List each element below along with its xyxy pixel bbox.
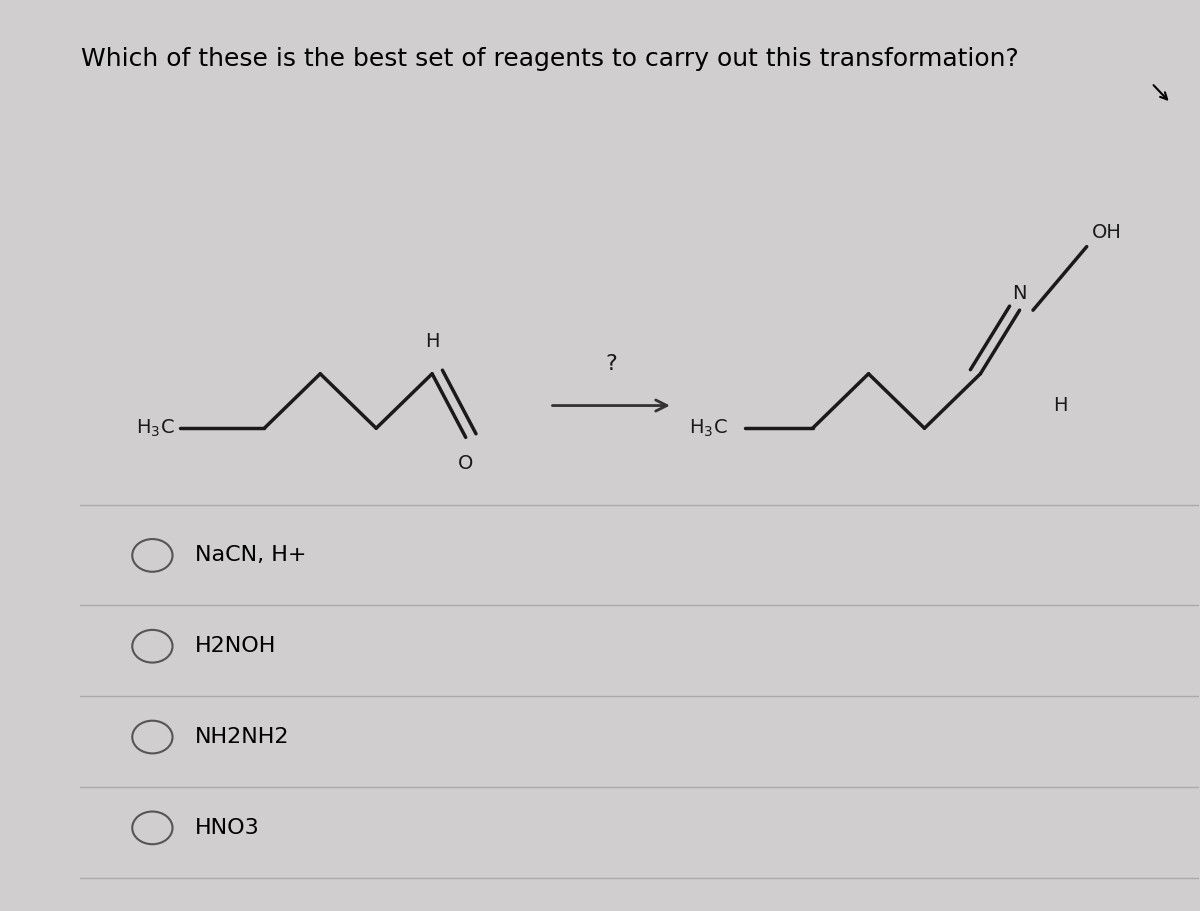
Text: N: N [1013,284,1027,303]
Text: H2NOH: H2NOH [194,636,276,656]
Text: OH: OH [1092,223,1122,242]
Text: NH2NH2: NH2NH2 [194,727,289,747]
Text: H$_3$C: H$_3$C [136,417,175,439]
Text: ?: ? [605,353,617,374]
Text: H: H [425,332,439,351]
Text: O: O [458,454,473,473]
Text: NaCN, H+: NaCN, H+ [194,546,306,566]
Text: H: H [1054,396,1068,415]
Text: H$_3$C: H$_3$C [690,417,728,439]
Text: Which of these is the best set of reagents to carry out this transformation?: Which of these is the best set of reagen… [80,46,1019,71]
Text: HNO3: HNO3 [194,818,259,838]
